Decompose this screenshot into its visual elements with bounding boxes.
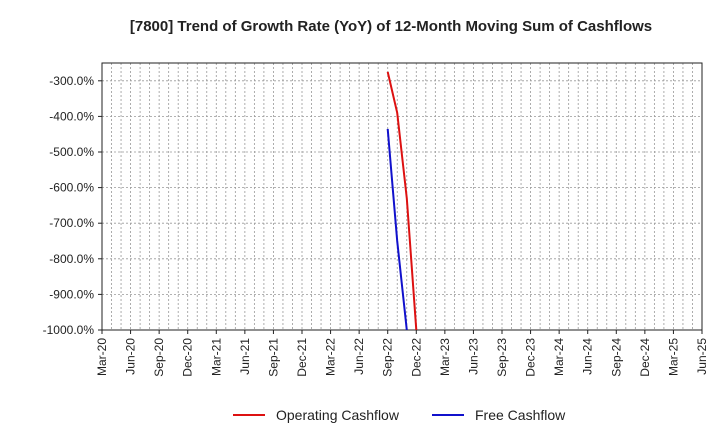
y-axis: -300.0% -400.0% -500.0% -600.0% -700.0% -800.…: [43, 74, 102, 337]
x-tick-label: Jun-20: [124, 338, 138, 375]
x-tick-label: Sep-20: [152, 338, 166, 377]
series-line: [386, 71, 418, 331]
x-tick-label: Dec-20: [181, 338, 195, 377]
x-tick-label: Jun-25: [695, 338, 709, 375]
series-lines: [386, 71, 418, 331]
x-tick-label: Mar-24: [552, 338, 566, 376]
x-tick-label: Mar-22: [324, 338, 338, 376]
series-line: [386, 128, 408, 331]
y-tick-label: -800.0%: [49, 252, 94, 266]
x-tick-label: Dec-21: [295, 338, 309, 377]
x-tick-label: Jun-22: [352, 338, 366, 375]
y-tick-label: -1000.0%: [43, 323, 95, 337]
y-tick-label: -600.0%: [49, 181, 94, 195]
x-axis: Mar-20 Jun-20 Sep-20 Dec-20 Mar-21 Jun-21 Sep-…: [95, 330, 709, 377]
x-tick-label: Sep-23: [495, 338, 509, 377]
x-tick-label: Dec-24: [638, 338, 652, 377]
x-tick-label: Dec-22: [409, 338, 423, 377]
legend-label: Operating Cashflow: [276, 407, 400, 423]
y-tick-label: -900.0%: [49, 287, 94, 301]
x-tick-label: Jun-21: [238, 338, 252, 375]
y-tick-label: -700.0%: [49, 216, 94, 230]
chart-title: [7800] Trend of Growth Rate (YoY) of 12-…: [130, 18, 652, 35]
y-tick-label: -500.0%: [49, 145, 94, 159]
plot-frame: [101, 62, 703, 331]
x-tick-label: Jun-24: [581, 338, 595, 375]
y-tick-label: -300.0%: [49, 74, 94, 88]
x-tick-label: Mar-23: [438, 338, 452, 376]
x-tick-label: Sep-22: [381, 338, 395, 377]
legend-label: Free Cashflow: [475, 407, 566, 423]
x-tick-label: Mar-20: [95, 338, 109, 376]
x-tick-label: Mar-21: [209, 338, 223, 376]
x-tick-label: Dec-23: [524, 338, 538, 377]
x-tick-label: Sep-24: [609, 338, 623, 377]
grid: [102, 63, 702, 331]
x-tick-label: Sep-21: [266, 338, 280, 377]
x-tick-label: Mar-25: [666, 338, 680, 376]
x-tick-label: Jun-23: [466, 338, 480, 375]
legend: Operating Cashflow Free Cashflow: [233, 407, 566, 423]
y-tick-label: -400.0%: [49, 109, 94, 123]
